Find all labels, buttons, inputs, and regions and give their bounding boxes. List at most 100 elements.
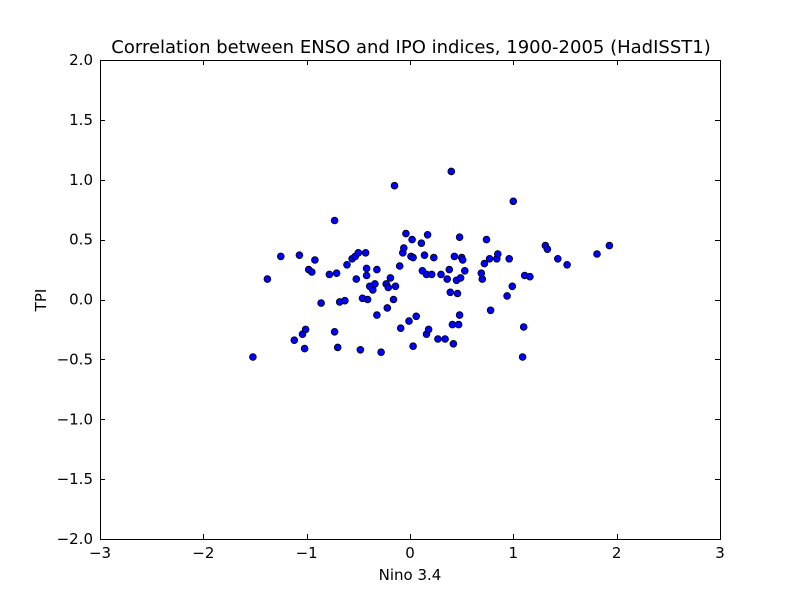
scatter-point (295, 251, 304, 260)
scatter-point (456, 274, 465, 282)
scatter-point (458, 256, 467, 264)
scatter-point (371, 280, 379, 288)
scatter-point (386, 274, 395, 282)
scatter-point (508, 282, 517, 291)
scatter-point (396, 324, 405, 333)
scatter-point (526, 272, 534, 281)
scatter-point (423, 231, 432, 239)
scatter-point (453, 289, 462, 298)
x-axis-label: Nino 3.4 (379, 566, 442, 584)
scatter-point (417, 239, 426, 248)
y-tick-label: −2.0 (57, 530, 93, 548)
scatter-point (427, 270, 436, 279)
scatter-point (455, 233, 464, 242)
scatter-point (437, 270, 445, 279)
y-tick-label: 1.0 (69, 171, 93, 189)
scatter-point (325, 270, 334, 279)
scatter-point (424, 325, 433, 334)
points-layer (249, 167, 614, 361)
scatter-point (405, 317, 413, 325)
scatter-point (362, 264, 371, 273)
scatter-point (301, 325, 310, 334)
scatter-point (503, 292, 511, 300)
y-tick-label: 1.5 (69, 111, 93, 129)
scatter-point (543, 245, 552, 254)
scatter-point (448, 320, 457, 329)
scatter-point (361, 249, 370, 257)
scatter-point (480, 259, 489, 268)
scatter-point (563, 260, 571, 269)
scatter-point (307, 268, 316, 276)
x-tick-label: 2 (612, 544, 622, 562)
scatter-point (460, 266, 469, 275)
scatter-point (290, 336, 299, 345)
scatter-point (412, 312, 421, 321)
scatter-point (300, 344, 309, 353)
scatter-point (434, 335, 442, 343)
x-tick-label: −2 (192, 544, 214, 562)
scatter-point (445, 265, 454, 274)
scatter-point (593, 250, 601, 258)
scatter-point (330, 216, 339, 225)
y-tick-label: −1.5 (57, 470, 93, 488)
plot-frame (100, 60, 721, 540)
scatter-point (519, 323, 528, 331)
scatter-point (333, 343, 342, 352)
scatter-point (373, 265, 381, 274)
scatter-point (429, 253, 438, 262)
chart-title: Correlation between ENSO and IPO indices… (111, 37, 710, 58)
scatter-point (409, 253, 417, 262)
scatter-point (399, 244, 408, 252)
scatter-point (553, 254, 562, 263)
scatter-point (447, 167, 456, 176)
scatter-point (605, 241, 614, 250)
y-axis-label: TPI (32, 289, 50, 313)
y-tick-label: 0.0 (69, 291, 93, 309)
scatter-point (402, 229, 410, 238)
scatter-point (343, 260, 351, 269)
x-tick-label: −1 (296, 544, 318, 562)
scatter-point (485, 254, 494, 263)
x-tick-label: 3 (715, 544, 725, 562)
x-tick-label: 0 (405, 544, 415, 562)
y-tick-label: 0.5 (69, 231, 93, 249)
scatter-point (493, 250, 502, 258)
scatter-point (509, 197, 518, 206)
scatter-point (395, 262, 404, 270)
y-tick-label: 2.0 (69, 51, 93, 69)
scatter-point (505, 254, 514, 263)
scatter-point (383, 304, 392, 312)
scatter-point (276, 252, 285, 261)
scatter-point (373, 311, 381, 319)
scatter-point (363, 295, 372, 304)
scatter-point (341, 296, 349, 305)
scatter-point (384, 283, 393, 292)
scatter-point (446, 288, 455, 297)
scatter-point (482, 235, 491, 244)
scatter-point (420, 251, 429, 260)
scatter-point (409, 342, 417, 351)
scatter-point (249, 353, 257, 361)
scatter-point (478, 275, 487, 283)
ticks-layer: −3 −2 −1 0 1 2 3 −2.0 −1.5 −1.0 −0.5 0.0 0.5 1.0 1.5 2.… (57, 51, 725, 562)
x-tick-label: −3 (89, 544, 111, 562)
scatter-point (356, 345, 365, 354)
scatter-point (486, 306, 495, 315)
scatter-point (332, 269, 341, 278)
scatter-point (389, 295, 398, 304)
scatter-point (441, 335, 449, 343)
scatter-point (443, 275, 452, 283)
x-tick-label: 1 (509, 544, 519, 562)
scatter-point (518, 353, 527, 361)
scatter-point (377, 348, 385, 357)
scatter-point (390, 181, 399, 190)
scatter-point (263, 275, 272, 283)
scatter-point (454, 320, 463, 329)
scatter-point (362, 271, 371, 280)
scatter-point (330, 327, 339, 336)
scatter-point (352, 275, 361, 283)
scatter-point (408, 235, 416, 244)
scatter-point (354, 249, 363, 257)
scatter-point (449, 339, 458, 348)
